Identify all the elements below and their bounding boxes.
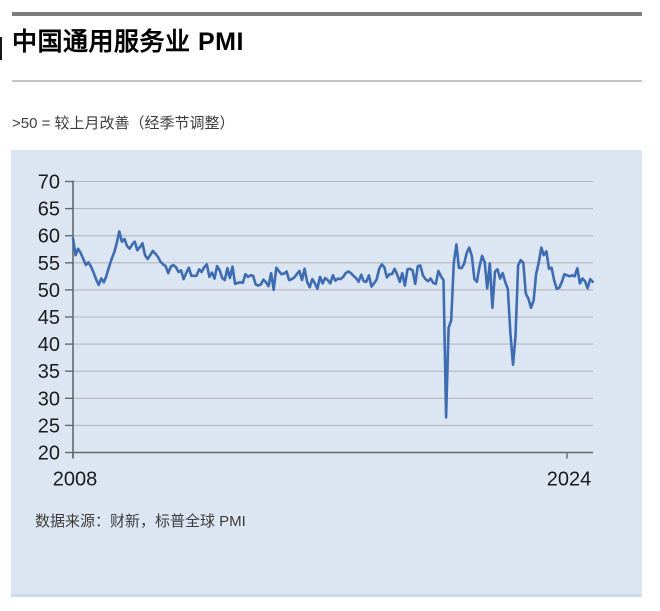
source-note: 数据来源：财新，标普全球 PMI bbox=[35, 513, 246, 530]
y-axis-label: 30 bbox=[38, 388, 60, 410]
header-divider bbox=[12, 80, 642, 82]
y-axis-label: 25 bbox=[38, 415, 60, 437]
x-axis-label: 2008 bbox=[53, 469, 98, 491]
y-axis-label: 45 bbox=[38, 307, 60, 329]
left-edge-artifact bbox=[0, 37, 2, 60]
pmi-line-chart: 70 65 60 55 50 45 40 35 30 25 20 2008 2024 bbox=[38, 172, 595, 491]
header-top-bar bbox=[12, 12, 642, 16]
y-axis-label: 65 bbox=[38, 199, 60, 221]
y-axis-label: 70 bbox=[38, 172, 60, 194]
y-axis-label: 35 bbox=[38, 361, 60, 383]
y-axis-label: 20 bbox=[38, 443, 60, 465]
pmi-series-line bbox=[71, 230, 595, 419]
y-axis-label: 60 bbox=[38, 226, 60, 248]
page-title: 中国通用服务业 PMI bbox=[12, 28, 244, 56]
y-axis-label: 50 bbox=[38, 280, 60, 302]
x-axis-label: 2024 bbox=[547, 469, 592, 491]
y-axis-label: 55 bbox=[38, 253, 60, 275]
chart-panel: 70 65 60 55 50 45 40 35 30 25 20 2008 2024 数据来源：财新，标… bbox=[11, 150, 642, 597]
chart-subtitle: >50 = 较上月改善（经季节调整） bbox=[12, 115, 235, 132]
y-axis-label: 40 bbox=[38, 334, 60, 356]
